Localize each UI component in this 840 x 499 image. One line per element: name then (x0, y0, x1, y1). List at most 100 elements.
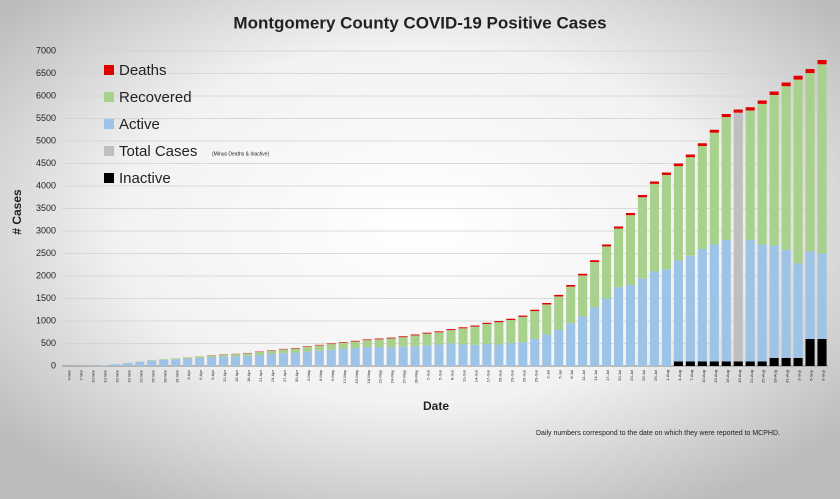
bar-segment (422, 333, 432, 346)
x-tick-label: 11-Jul (581, 370, 586, 381)
y-tick-label: 1000 (36, 315, 56, 325)
legend-swatch (104, 92, 114, 102)
bar-segment (195, 357, 205, 366)
bar-segment (386, 347, 396, 366)
bar-segment (482, 322, 492, 324)
bar-segment (219, 356, 229, 366)
x-tick-label: 30-Apr (294, 369, 299, 382)
y-tick-label: 5500 (36, 113, 56, 123)
bar-segment (637, 278, 648, 366)
bar-segment (578, 273, 588, 276)
bar-segment (757, 100, 767, 104)
y-tick-label: 2000 (36, 270, 56, 280)
bar-segment (494, 321, 504, 323)
x-tick-label: 2-Jun (426, 370, 431, 380)
bar-segment (171, 359, 181, 366)
bar-segment (470, 326, 480, 345)
bar-segment (374, 347, 384, 366)
bar-segment (578, 316, 588, 366)
x-tick-label: 27-Apr (282, 369, 287, 382)
x-tick-label: 7-Aug (689, 370, 694, 381)
chart-title: Montgomery County COVID-19 Positive Case… (233, 13, 606, 32)
x-tick-label: 31-Aug (785, 370, 790, 383)
bar-segment (207, 355, 217, 357)
bar-segment (314, 345, 324, 351)
legend-label: Total Cases (119, 143, 197, 160)
bar-segment (254, 354, 265, 366)
bar-segment (338, 342, 348, 343)
x-tick-label: 16-Mar (114, 369, 119, 382)
bar-segment (482, 343, 492, 366)
bar-segment (781, 86, 791, 250)
bar-segment (721, 114, 731, 118)
bar-segment (805, 339, 815, 366)
y-tick-label: 4000 (36, 180, 56, 190)
x-tick-label: 23-Jul (629, 370, 634, 381)
bar-segment (446, 330, 456, 344)
x-tick-label: 28-Mar (162, 369, 167, 382)
bar-segment (362, 340, 372, 348)
x-tick-label: 28-Aug (773, 370, 778, 383)
x-tick-label: 11-Jun (462, 370, 467, 382)
y-tick-label: 1500 (36, 293, 56, 303)
bar-segment (470, 344, 480, 366)
bar-segment (422, 332, 432, 334)
bar-segment (326, 344, 336, 350)
x-tick-label: 14-Jul (593, 370, 598, 381)
y-tick-label: 2500 (36, 248, 56, 258)
bar-segment (697, 361, 707, 366)
bar-segment (326, 349, 336, 366)
x-tick-label: 7-Mar (79, 369, 84, 380)
bar-segment (769, 91, 779, 96)
bar-segment (410, 346, 420, 366)
bar-segment (242, 355, 253, 366)
bar-segment (733, 109, 743, 113)
x-tick-label: 4-Mar (67, 369, 72, 380)
legend-label: Active (119, 116, 160, 133)
bar-segment (566, 323, 576, 366)
bar-segment (482, 323, 492, 344)
bar-segment (446, 329, 456, 331)
bar-segment (817, 64, 827, 254)
bar-segment (183, 358, 193, 366)
bar-segment (434, 332, 444, 345)
bar-segment (398, 336, 408, 338)
bar-segment (757, 361, 767, 366)
bar-segment (410, 334, 420, 336)
bar-segment (554, 330, 564, 366)
bar-segment (590, 260, 600, 263)
bar-segment (709, 361, 719, 366)
bar-segment (673, 163, 683, 167)
x-tick-label: 5-Jun (438, 370, 443, 380)
bar-segment (745, 107, 755, 111)
bar-segment (673, 260, 683, 362)
bar-segment (458, 344, 468, 366)
x-tick-label: 9-Apr (210, 369, 215, 379)
x-tick-label: 3-Sep (797, 369, 802, 380)
bar-segment (817, 339, 827, 366)
bar-segment (793, 357, 803, 366)
bar-segment (721, 361, 731, 366)
x-tick-label: 17-Jul (605, 370, 610, 381)
bar-segment (685, 255, 695, 362)
bar-segment (374, 339, 384, 348)
bar-segment (542, 303, 552, 305)
bar-segment (805, 251, 815, 339)
bar-segment (709, 244, 719, 362)
bar-segment (518, 315, 528, 317)
bar-segment (661, 172, 671, 175)
bar-segment (494, 322, 504, 345)
x-tick-label: 22-Aug (749, 370, 754, 383)
bar-segment (613, 226, 624, 229)
bar-segment (613, 228, 624, 288)
bar-segment (769, 245, 779, 358)
bar-segment (602, 244, 612, 247)
bar-segment (458, 328, 468, 345)
y-axis-label: # Cases (10, 189, 24, 235)
bar-segment (542, 304, 552, 335)
bar-segment (518, 342, 528, 366)
x-tick-label: 15-Apr (234, 369, 239, 382)
bar-segment (506, 343, 516, 366)
x-tick-label: 19-Aug (737, 370, 742, 383)
x-tick-label: 6-Sep (809, 369, 814, 380)
